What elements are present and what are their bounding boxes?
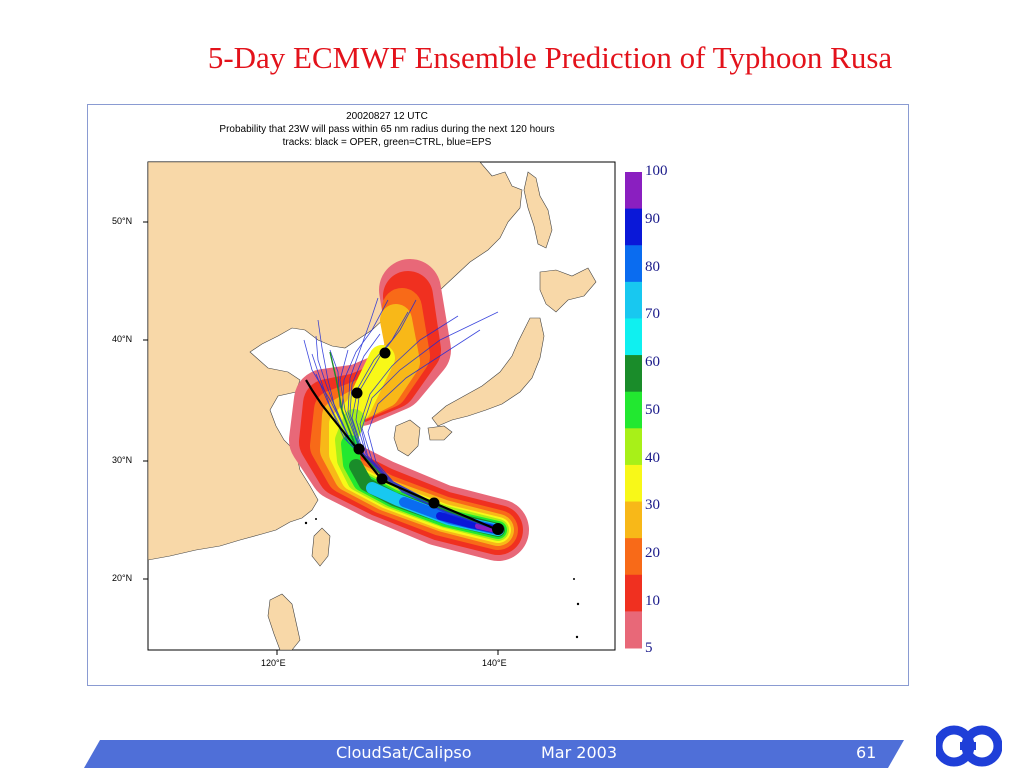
colorbar-segment (625, 538, 642, 576)
oper-position-day2 (376, 473, 388, 485)
colorbar-segment (625, 172, 642, 210)
lat-label-30n: 30°N (112, 455, 133, 465)
oper-track (305, 379, 499, 532)
figure-track-legend: tracks: black = OPER, green=CTRL, blue=E… (282, 137, 492, 148)
colorbar-label: 60 (645, 354, 660, 370)
colorbar-label: 90 (645, 211, 660, 227)
colorbar-label: 30 (645, 497, 660, 513)
figure-date: 20020827 12 UTC (346, 111, 428, 122)
footer-date: Mar 2003 (541, 743, 617, 762)
oper-position-day4 (351, 387, 363, 399)
sakhalin (523, 171, 553, 249)
figure-description: Probability that 23W will pass within 65… (219, 124, 555, 135)
lon-label-140e: 140°E (482, 658, 507, 668)
luzon (267, 593, 301, 650)
slide-title: 5-Day ECMWF Ensemble Prediction of Typho… (207, 40, 893, 75)
colorbar-segment (625, 611, 642, 649)
oper-position-day3 (353, 443, 365, 455)
colorbar-segment (625, 428, 642, 466)
colorbar-label: 5 (645, 640, 653, 656)
oper-position-day5 (379, 347, 391, 359)
colorbar-segment (625, 501, 642, 539)
taiwan (311, 527, 331, 567)
page-number: 61 (856, 743, 877, 762)
footer-event: CloudSat/Calipso (336, 743, 472, 762)
lat-label-40n: 40°N (112, 334, 133, 344)
colorbar-segment (625, 318, 642, 356)
footer-bar (84, 740, 904, 768)
organization-logo-icon (936, 725, 1002, 767)
colorbar-segment (625, 574, 642, 612)
colorbar-segment (625, 281, 642, 319)
colorbar-label: 100 (645, 163, 668, 179)
axis-ticks (143, 221, 499, 655)
lon-label-120e: 120°E (261, 658, 286, 668)
colorbar-label: 40 (645, 450, 660, 466)
shikoku (427, 425, 453, 441)
colorbar-label: 80 (645, 259, 660, 275)
colorbar-segment (625, 208, 642, 246)
oper-position-day0 (492, 523, 504, 535)
colorbar-segment (625, 245, 642, 283)
lat-label-20n: 20°N (112, 573, 133, 583)
colorbar-segment (625, 355, 642, 393)
colorbar-label: 10 (645, 593, 660, 609)
oper-positions (351, 347, 504, 535)
colorbar (625, 172, 642, 649)
colorbar-label: 50 (645, 402, 660, 418)
colorbar-label: 20 (645, 545, 660, 561)
colorbar-label: 70 (645, 306, 660, 322)
mainland-asia (148, 162, 523, 561)
lat-label-50n: 50°N (112, 216, 133, 226)
colorbar-segment (625, 464, 642, 503)
hokkaido (539, 267, 597, 313)
colorbar-segment (625, 391, 642, 429)
kyushu (393, 419, 421, 457)
honshu (431, 317, 545, 427)
oper-position-day1 (428, 497, 440, 509)
